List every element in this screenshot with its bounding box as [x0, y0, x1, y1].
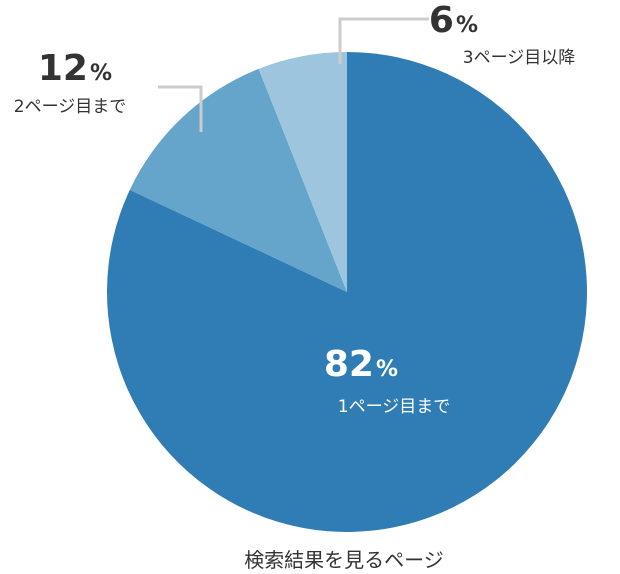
chart-title: 検索結果を見るページ: [244, 548, 444, 572]
slice-2-percent: 12%: [38, 48, 112, 89]
pie-slice-2: [129, 68, 347, 293]
leader-lines: [158, 17, 429, 132]
pie-slice-3: [258, 52, 347, 292]
pie-slices: [107, 52, 588, 532]
slice-1-percent: 82%: [324, 344, 398, 385]
slice-3-percent: 6%: [429, 0, 478, 41]
leader-line-slice-2: [158, 85, 203, 132]
pie-slice-1: [107, 52, 588, 532]
leader-line-slice-3: [338, 17, 429, 64]
slice-2-label: 2ページ目まで: [14, 97, 126, 117]
slice-1-label: 1ページ目まで: [338, 397, 450, 417]
slice-3-label: 3ページ目以降: [463, 48, 575, 68]
